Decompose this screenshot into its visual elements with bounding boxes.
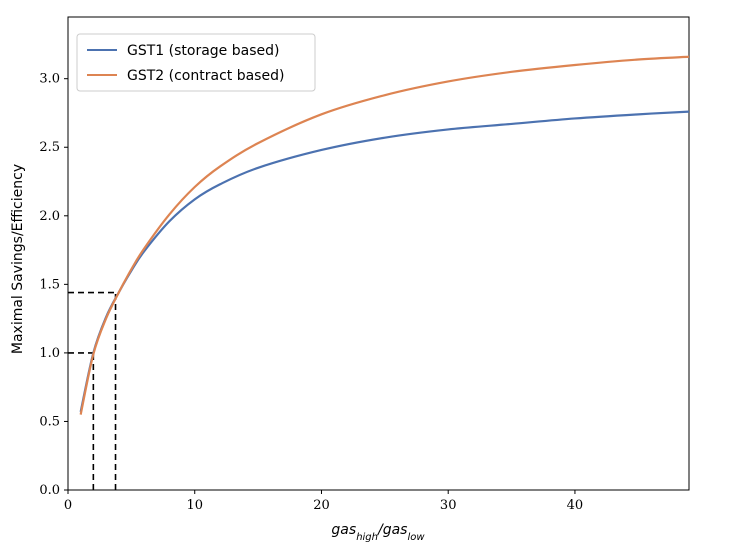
y-tick-label: 0.0: [39, 483, 60, 498]
x-tick-label: 10: [186, 498, 203, 513]
reference-lines: [68, 291, 117, 490]
y-tick-label: 1.0: [39, 346, 60, 361]
y-axis-title: Maximal Savings/Efficiency: [10, 164, 26, 354]
series-lines: [79, 55, 690, 415]
y-tick-label: 3.0: [39, 72, 60, 87]
x-axis-title: gashigh/gaslow: [331, 522, 425, 543]
legend: GST1 (storage based) GST2 (contract base…: [76, 33, 316, 92]
y-axis: 0.0 0.5 1.0 1.5 2.0 2.5 3.0: [39, 72, 68, 498]
legend-label-gst2: GST2 (contract based): [127, 68, 284, 84]
y-tick-label: 2.5: [39, 140, 60, 155]
y-tick-label: 2.0: [39, 209, 60, 224]
y-tick-label: 1.5: [39, 277, 60, 292]
legend-box: [76, 33, 316, 92]
x-axis: 0 10 20 30 40: [64, 490, 583, 513]
series-line-2: [79, 55, 690, 415]
x-tick-label: 0: [64, 498, 72, 513]
x-tick-label: 30: [440, 498, 457, 513]
legend-label-gst1: GST1 (storage based): [127, 43, 279, 59]
x-tick-label: 40: [567, 498, 584, 513]
y-tick-label: 0.5: [39, 414, 60, 429]
x-tick-label: 20: [313, 498, 330, 513]
